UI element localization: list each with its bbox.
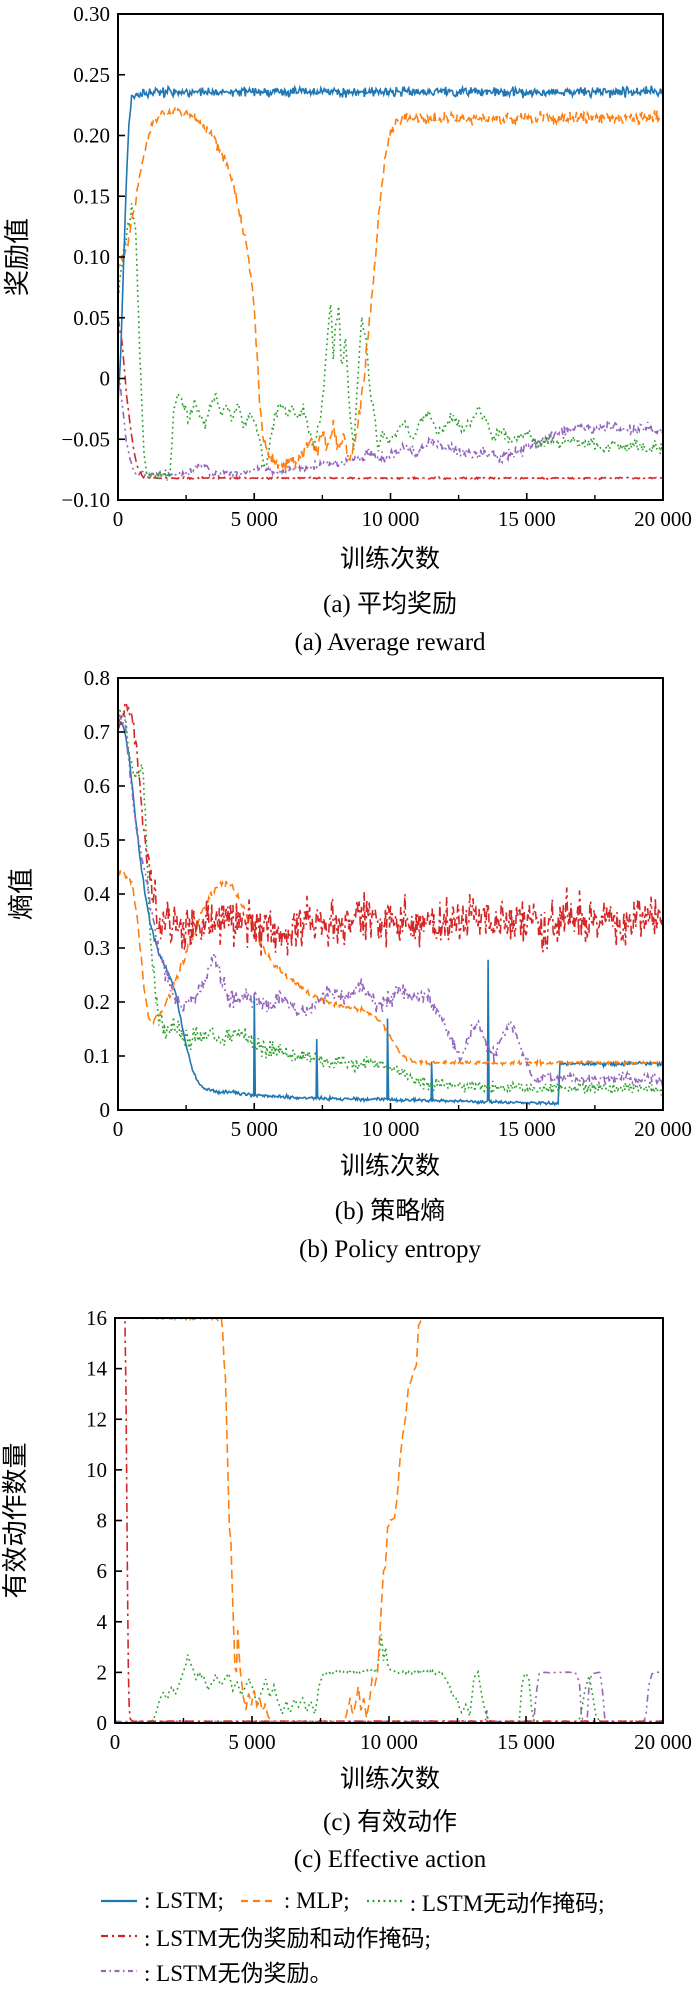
x-axis-label-b: 训练次数 [339,1153,440,1180]
legend-swatch-mlp-line [240,1899,277,1902]
x-tick-label: 0 [110,1730,121,1754]
x-tick-label: 15 000 [498,507,556,531]
x-tick-label: 0 [113,1117,124,1141]
y-tick-label: 0.10 [73,245,110,269]
y-tick-label: 8 [97,1509,108,1533]
y-tick-label: 6 [97,1559,108,1583]
legend-row-3: : LSTM无伪奖励。 [100,1953,700,1988]
caption-b-zh: (b) 策略熵 [334,1198,446,1225]
x-tick-label: 0 [113,507,124,531]
legend-item-mlp: : MLP; [240,1888,350,1914]
y-tick-label: 0.3 [84,936,110,960]
chart-policy-entropy: 0.8 0.7 0.6 0.5 0.4 0.3 0.2 0.1 00 5 000 10 000 15 … [7,666,692,1141]
y-tick-label: 16 [86,1306,107,1330]
x-tick-label: 10 000 [360,1730,418,1754]
x-tick-label: 5 000 [228,1730,275,1754]
legend-item-lstm: : LSTM; [100,1888,224,1914]
series-lstm_no_pseudo_reward-line [118,713,663,1088]
x-tick-label: 15 000 [498,1117,556,1141]
x-tick-label: 15 000 [497,1730,555,1754]
axis-ticks: 0.300.250.200.150.100.050−0.05−0.100 5 00… [61,2,691,531]
legend-row-1: : LSTM; : MLP; : LSTM无动作掩码; [100,1883,700,1918]
x-axis-label-a: 训练次数 [339,546,440,573]
y-tick-label: 0 [97,1711,108,1735]
y-tick-label: 0 [100,367,111,391]
chart-average-reward: 0.300.250.200.150.100.050−0.05−0.100 5 00… [3,2,692,531]
series-lstm-line [118,717,663,1107]
caption-c-en: (c) Effective action [293,1846,487,1873]
series-mlp-line [118,868,663,1068]
series-lstm_no_action_mask-line [118,203,663,481]
y-tick-label: −0.10 [61,488,110,512]
series-lstm_no_action_mask-line [115,1634,663,1723]
y-axis-label: 奖励值 [3,218,32,296]
y-tick-label: 10 [86,1458,107,1482]
caption-a-zh: (a) 平均奖励 [323,591,457,618]
x-tick-label: 20 000 [634,507,692,531]
legend-row-2: : LSTM无伪奖励和动作掩码; [100,1918,700,1953]
series-lstm_no_pseudo_reward_and_action_mask-line [118,317,663,481]
y-tick-label: 0.6 [84,774,110,798]
y-tick-label: 0.2 [84,990,110,1014]
legend-item-lstm_no_action_mask: : LSTM无动作掩码; [366,1884,605,1918]
y-tick-label: 0.25 [73,63,110,87]
y-tick-label: 0.1 [84,1044,110,1068]
legend-label: : LSTM无动作掩码; [409,1890,605,1916]
x-tick-label: 5 000 [231,1117,278,1141]
legend-label: : MLP; [283,1887,350,1913]
caption-c-zh: (c) 有效动作 [323,1809,457,1836]
x-tick-label: 10 000 [362,507,420,531]
legend-item-lstm_no_pseudo_reward: : LSTM无伪奖励。 [100,1954,332,1988]
x-tick-label: 20 000 [634,1730,692,1754]
series-lstm_no_pseudo_reward-line [118,365,663,481]
legend: : LSTM; : MLP; : LSTM无动作掩码; : LSTM无伪奖励和动作掩码… [100,1883,700,1988]
caption-b-en: (b) Policy entropy [299,1236,481,1263]
x-axis-label-c: 训练次数 [339,1766,440,1793]
legend-swatch-lstm-line [101,1899,137,1902]
y-tick-label: 0.4 [84,882,111,906]
plot-series [118,699,663,1107]
axes-frame [114,1317,664,1724]
axes-frame [117,677,664,1111]
series-mlp-line [115,1318,663,1723]
series-lstm-line [118,84,663,405]
x-tick-label: 10 000 [362,1117,420,1141]
y-tick-label: 0.8 [84,666,110,690]
series-mlp-line [118,106,663,473]
y-tick-label: 2 [97,1660,108,1684]
caption-a-en: (a) Average reward [294,629,486,656]
y-tick-label: 12 [86,1407,107,1431]
plot-series [115,1318,663,1723]
legend-item-lstm_no_pseudo_reward_and_action_mask: : LSTM无伪奖励和动作掩码; [100,1919,431,1953]
legend-swatch-lstm_no_pseudo_reward_and_action_mask-line [101,1934,137,1937]
x-tick-label: 20 000 [634,1117,692,1141]
legend-label: : LSTM无伪奖励。 [144,1960,333,1986]
legend-label: : LSTM无伪奖励和动作掩码; [144,1925,431,1951]
y-tick-label: −0.05 [61,427,110,451]
y-axis-label: 熵值 [7,868,36,920]
y-tick-label: 0.7 [84,720,110,744]
legend-swatch-lstm_no_action_mask-line [366,1899,403,1902]
series-lstm_no_pseudo_reward_and_action_mask-line [118,699,663,956]
y-tick-label: 0.15 [73,184,110,208]
axis-ticks: 16 14 12 10 8 6 4 2 00 5 000 10 000 15 000 20 000 [86,1306,692,1754]
y-tick-label: 14 [86,1357,108,1381]
plot-series [118,84,663,481]
series-lstm_no_pseudo_reward_and_action_mask-line [115,1318,663,1723]
legend-label: : LSTM; [144,1887,224,1913]
y-tick-label: 4 [97,1610,108,1634]
y-tick-label: 0 [100,1098,111,1122]
chart-effective-action: 16 14 12 10 8 6 4 2 00 5 000 10 000 15 000 20 000 有效动… [1,1306,692,1754]
axis-ticks: 0.8 0.7 0.6 0.5 0.4 0.3 0.2 0.1 00 5 000 10 000 15 … [84,666,692,1141]
y-tick-label: 0.30 [73,2,110,26]
y-tick-label: 0.20 [73,124,110,148]
legend-swatch-lstm_no_pseudo_reward-line [101,1969,137,1972]
y-tick-label: 0.05 [73,306,110,330]
y-tick-label: 0.5 [84,828,110,852]
y-axis-label: 有效动作数量 [1,1442,30,1598]
x-tick-label: 5 000 [231,507,278,531]
